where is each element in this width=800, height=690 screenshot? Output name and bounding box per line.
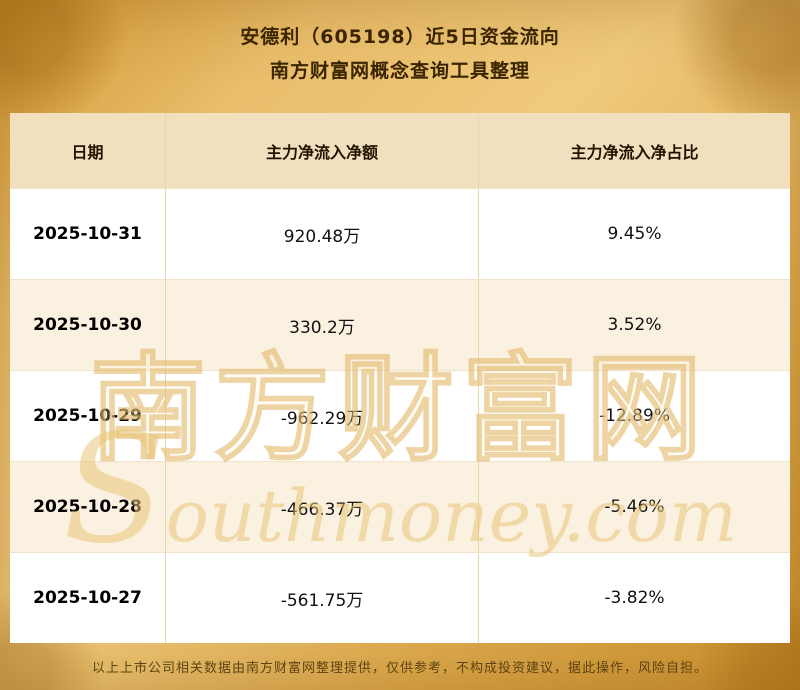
table-row: 2025-10-28 -466.37万 -5.46% [10, 461, 790, 552]
cell-net-inflow-pct: 9.45% [478, 189, 790, 279]
page-title-line2: 南方财富网概念查询工具整理 [269, 60, 530, 82]
cell-net-inflow-pct: -12.89% [478, 371, 790, 461]
header-cell-date: 日期 [71, 142, 104, 162]
cell-net-inflow-pct: -5.46% [478, 462, 790, 552]
page-title: 安德利（605198）近5日资金流向 南方财富网概念查询工具整理 [0, 20, 800, 88]
cell-date: 2025-10-29 [33, 406, 142, 426]
table-header-row: 日期 主力净流入净额 主力净流入净占比 [10, 113, 790, 188]
cell-net-inflow-pct: 3.52% [478, 280, 790, 370]
cell-net-inflow: 330.2万 [165, 280, 478, 370]
table-row: 2025-10-27 -561.75万 -3.82% [10, 552, 790, 643]
table-row: 2025-10-31 920.48万 9.45% [10, 188, 790, 279]
cell-net-inflow-pct: -3.82% [478, 553, 790, 643]
cell-date: 2025-10-27 [33, 588, 142, 608]
cell-date: 2025-10-31 [33, 224, 142, 244]
table-row: 2025-10-30 330.2万 3.52% [10, 279, 790, 370]
cell-net-inflow: 920.48万 [165, 189, 478, 279]
table-row: 2025-10-29 -962.29万 -12.89% [10, 370, 790, 461]
cell-net-inflow: -466.37万 [165, 462, 478, 552]
fund-flow-table: 日期 主力净流入净额 主力净流入净占比 2025-10-31 920.48万 9… [10, 113, 790, 643]
cell-date: 2025-10-28 [33, 497, 142, 517]
cell-date: 2025-10-30 [33, 315, 142, 335]
cell-net-inflow: -561.75万 [165, 553, 478, 643]
header-cell-net-inflow-pct: 主力净流入净占比 [478, 113, 790, 188]
page-title-line1: 安德利（605198）近5日资金流向 [240, 26, 560, 48]
header-cell-net-inflow: 主力净流入净额 [165, 113, 478, 188]
footer-disclaimer: 以上上市公司相关数据由南方财富网整理提供，仅供参考，不构成投资建议，据此操作，风… [91, 661, 708, 676]
cell-net-inflow: -962.29万 [165, 371, 478, 461]
